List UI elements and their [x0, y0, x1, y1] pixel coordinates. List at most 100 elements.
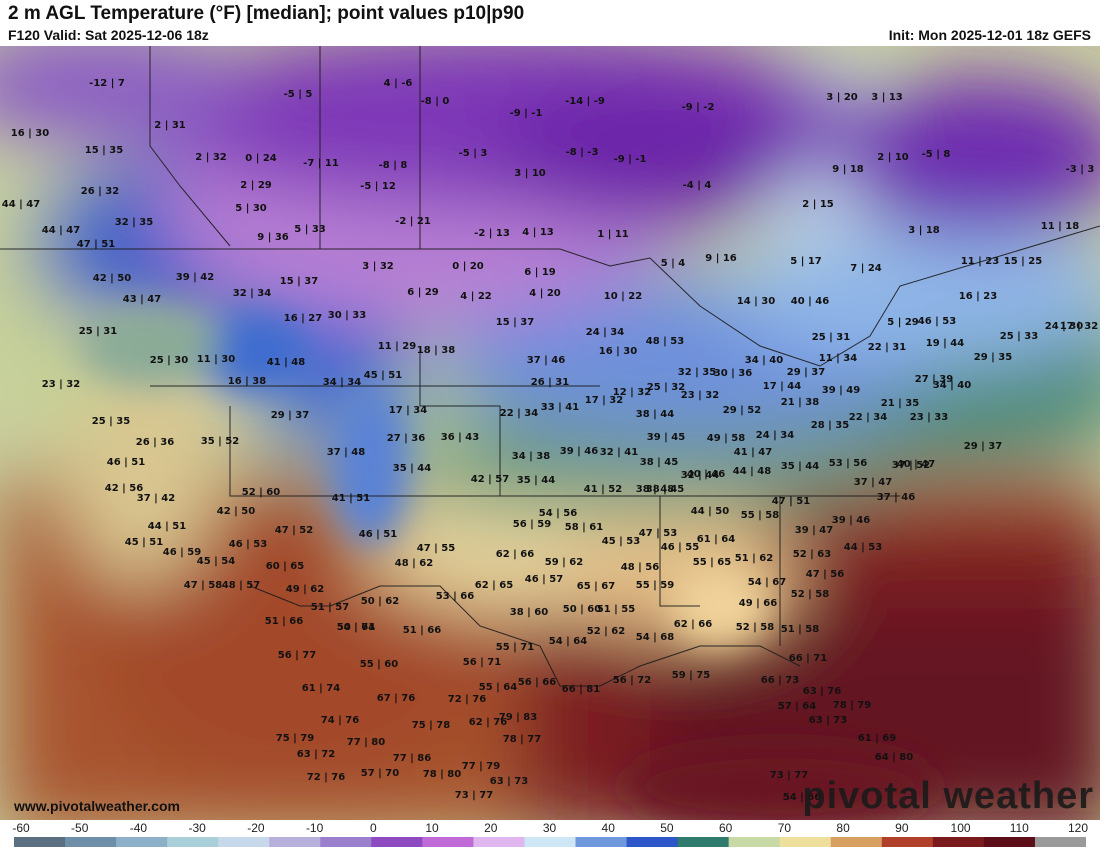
point-value: 2 | 31	[154, 120, 186, 131]
point-value: 37 | 46	[877, 492, 915, 503]
point-value: 50 | 60	[563, 604, 601, 615]
legend-color-swatch	[830, 837, 883, 847]
legend-color-swatch	[983, 837, 1036, 847]
point-value: 32 | 35	[678, 367, 716, 378]
point-value: 55 | 60	[360, 659, 398, 670]
point-value: 79 | 83	[499, 712, 537, 723]
point-value: 72 | 76	[448, 694, 486, 705]
point-value: 53 | 56	[829, 458, 867, 469]
point-value: 37 | 47	[854, 477, 892, 488]
point-value: 21 | 35	[881, 398, 919, 409]
legend-color-swatch	[422, 837, 474, 847]
point-value: 19 | 44	[926, 338, 964, 349]
legend-colorbar	[14, 837, 1086, 847]
point-value: 45 | 51	[364, 370, 402, 381]
point-value: 56 | 71	[463, 657, 501, 668]
point-value: 48 | 56	[621, 562, 659, 573]
point-value: 1 | 11	[597, 229, 629, 240]
point-value: 23 | 32	[681, 390, 719, 401]
point-value: 61 | 74	[302, 683, 340, 694]
point-value: 63 | 76	[803, 686, 841, 697]
point-value: 22 | 34	[849, 412, 887, 423]
point-value: 17 | 44	[763, 381, 801, 392]
point-value: 51 | 62	[735, 553, 773, 564]
point-value: 15 | 37	[496, 317, 534, 328]
point-value: -8 | -3	[566, 147, 599, 158]
point-value: 35 | 44	[393, 463, 431, 474]
point-value: 16 | 27	[284, 313, 322, 324]
point-value: 26 | 32	[81, 186, 119, 197]
point-value: 11 | 30	[197, 354, 235, 365]
point-value: -4 | 4	[683, 180, 712, 191]
legend-tick: 80	[836, 821, 850, 835]
point-value: 29 | 37	[964, 441, 1002, 452]
legend-color-swatch	[167, 837, 219, 847]
legend-color-swatch	[881, 837, 934, 847]
point-value: 21 | 38	[781, 397, 819, 408]
point-value: 39 | 49	[822, 385, 860, 396]
temperature-field	[0, 46, 1100, 820]
point-value: 39 | 46	[560, 446, 598, 457]
point-value: 54 | 64	[549, 636, 587, 647]
point-value: 9 | 36	[257, 232, 289, 243]
point-value: 3 | 20	[826, 92, 858, 103]
point-value: 15 | 25	[1004, 256, 1042, 267]
point-value: 66 | 71	[789, 653, 827, 664]
legend-color-swatch	[473, 837, 525, 847]
point-value: 57 | 64	[778, 701, 816, 712]
point-value: 38 | 44	[636, 409, 674, 420]
point-value: 45 | 54	[197, 556, 235, 567]
point-value: 62 | 65	[475, 580, 513, 591]
point-value: 78 | 77	[503, 734, 541, 745]
point-value: -7 | 11	[303, 158, 339, 169]
point-value: 42 | 50	[217, 506, 255, 517]
point-value: 25 | 30	[150, 355, 188, 366]
point-value: 27 | 39	[915, 374, 953, 385]
legend-tick: -20	[247, 821, 265, 835]
point-value: 41 | 48	[267, 357, 305, 368]
point-value: 75 | 79	[276, 733, 314, 744]
point-value: 3 | 10	[514, 168, 546, 179]
point-value: 55 | 64	[479, 682, 517, 693]
point-value: 54 | 66	[783, 792, 821, 803]
point-value: 49 | 62	[286, 584, 324, 595]
point-value: 65 | 67	[577, 581, 615, 592]
point-value: 78 | 80	[423, 769, 461, 780]
point-value: 15 | 35	[85, 145, 123, 156]
point-value: 44 | 47	[42, 225, 80, 236]
point-value: 51 | 66	[403, 625, 441, 636]
point-value: 29 | 35	[974, 352, 1012, 363]
border-lines	[0, 46, 1100, 687]
point-value: 7 | 24	[850, 263, 882, 274]
point-value: -5 | 3	[459, 148, 488, 159]
legend-color-swatch	[779, 837, 832, 847]
point-value: 63 | 73	[490, 776, 528, 787]
point-value: 67 | 76	[377, 693, 415, 704]
point-value: 25 | 33	[1000, 331, 1038, 342]
point-value: 29 | 37	[787, 367, 825, 378]
point-value: 47 | 51	[77, 239, 115, 250]
legend-tick: 20	[484, 821, 498, 835]
point-value: 11 | 23	[961, 256, 999, 267]
point-value: 12 | 32	[613, 387, 651, 398]
point-value: 34 | 40	[933, 380, 971, 391]
legend-tick: 110	[1009, 821, 1029, 835]
point-value: 52 | 58	[736, 622, 774, 633]
point-value: 46 | 59	[163, 547, 201, 558]
point-value: 47 | 52	[275, 525, 313, 536]
point-value: 51 | 55	[597, 604, 635, 615]
point-value: 57 | 70	[361, 768, 399, 779]
point-value: 3 | 13	[871, 92, 903, 103]
point-value: 46 | 51	[359, 529, 397, 540]
point-value: 30 | 33	[328, 310, 366, 321]
point-value: 56 | 66	[518, 677, 556, 688]
point-value: 62 | 66	[496, 549, 534, 560]
point-value: 49 | 66	[739, 598, 777, 609]
point-value: 41 | 47	[734, 447, 772, 458]
point-value: 25 | 35	[92, 416, 130, 427]
point-value: 28 | 35	[811, 420, 849, 431]
point-value: 22 | 34	[500, 408, 538, 419]
point-value: 6 | 19	[524, 267, 556, 278]
point-value: 44 | 47	[2, 199, 40, 210]
valid-time: F120 Valid: Sat 2025-12-06 18z	[8, 27, 209, 43]
